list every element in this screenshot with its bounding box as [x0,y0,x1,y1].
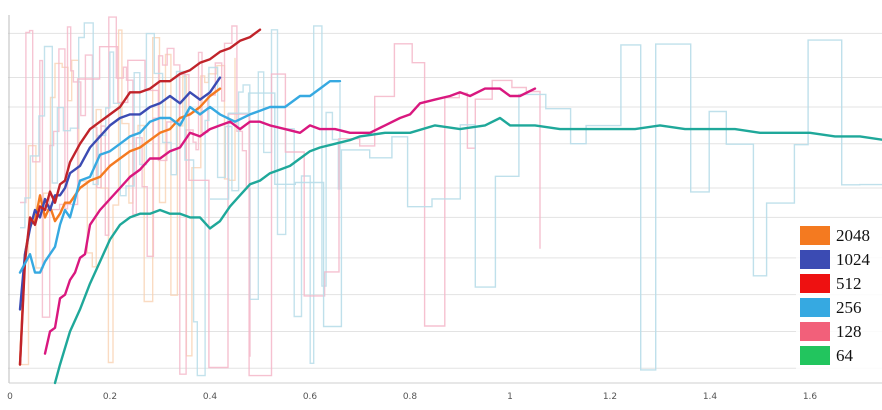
series-line-2048 [18,87,222,366]
series-line-128 [43,87,537,355]
legend-swatch-2048 [800,226,830,245]
noise-trace-2048 [20,29,236,366]
x-tick-label-4: 0.8 [403,392,418,402]
x-tick-label-1: 0.2 [103,392,117,402]
series-line-64 [53,116,882,385]
x-tick-label-8: 1.6 [803,392,818,402]
legend-swatch-256 [800,298,830,317]
legend-swatch-512 [800,274,830,293]
legend: 2048 1024 512 256 128 64 [796,222,882,372]
series-line-512 [18,28,262,366]
x-tick-label-0: 0 [7,392,13,402]
legend-label-128: 128 [836,322,862,341]
legend-label-1024: 1024 [836,250,871,269]
legend-label-2048: 2048 [836,226,870,245]
legend-swatch-64 [800,346,830,365]
x-tick-label-3: 0.6 [303,392,318,402]
legend-label-512: 512 [836,274,862,293]
noise-trace-64 [210,39,882,371]
series-line-256 [18,80,342,274]
legend-label-256: 256 [836,298,862,317]
series-line-1024 [18,76,222,311]
x-axis-ticks: 0 0.2 0.4 0.6 0.8 1 1.2 1.4 1.6 [7,392,817,402]
legend-swatch-1024 [800,250,830,269]
series-lines [18,28,882,385]
legend-swatch-128 [800,322,830,341]
noisy-background-traces [20,16,882,377]
x-tick-label-7: 1.4 [703,392,718,402]
noise-trace-128 [40,43,541,377]
legend-label-64: 64 [836,346,854,365]
x-tick-label-6: 1.2 [603,392,617,402]
x-tick-label-2: 0.4 [203,392,218,402]
x-tick-label-5: 1 [507,392,513,402]
